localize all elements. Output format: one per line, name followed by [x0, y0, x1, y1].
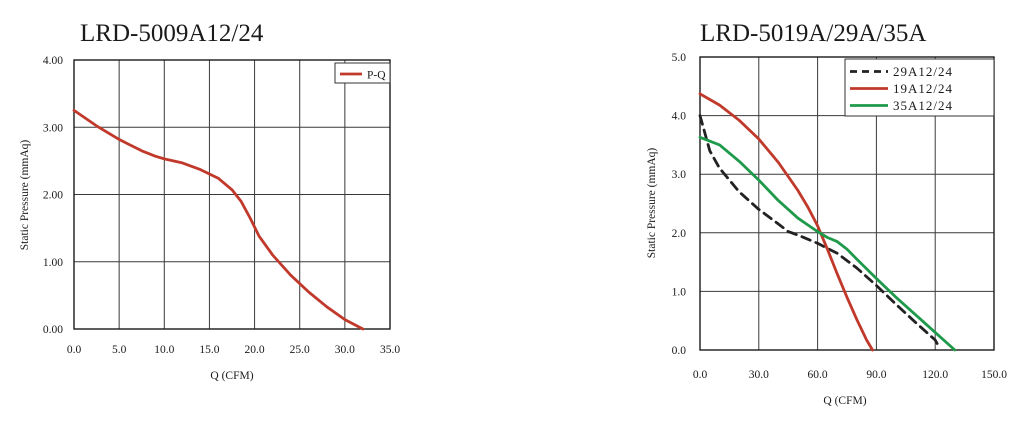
x-tick-label: 30.0	[335, 344, 355, 356]
plot-frame	[73, 59, 391, 330]
chart-lrd-5019a: LRD-5019A/29A/35A 0.0 30.0 60.0 90.0 120.0 15…	[646, 20, 1007, 407]
x-axis-label: Q (CFM)	[823, 395, 866, 407]
x-tick-label: 15.0	[199, 344, 219, 356]
legend-label: 29A12/24	[893, 64, 953, 79]
x-tick-label: 10.0	[154, 344, 174, 356]
legend-label: P-Q	[367, 70, 386, 82]
series-layer	[698, 92, 957, 352]
legend-label: 19A12/24	[893, 81, 953, 96]
legend: P-Q	[334, 62, 391, 84]
y-axis-label: Static Pressure (mmAq)	[19, 140, 31, 251]
legend-box	[334, 62, 391, 84]
legend-label: 35A12/24	[893, 98, 953, 113]
chart-title: LRD-5009A12/24	[80, 20, 264, 47]
y-tick-label: 1.00	[43, 257, 63, 269]
series-line-29a12-24	[698, 114, 941, 349]
y-tick-label: 0.0	[672, 345, 687, 357]
y-tick-label: 4.0	[672, 111, 687, 123]
x-tick-label: 0.0	[693, 369, 708, 381]
y-axis-label: Static Pressure (mmAq)	[646, 148, 658, 259]
series-layer	[72, 109, 365, 331]
y-tick-label: 3.00	[43, 122, 63, 134]
x-tick-label: 20.0	[245, 344, 265, 356]
x-tick-label: 150.0	[981, 369, 1007, 381]
x-tick-label: 5.0	[112, 344, 127, 356]
series-line-19a12-24	[698, 92, 874, 352]
series-line-35a12-24	[698, 135, 957, 352]
series-line-p-q	[72, 109, 365, 331]
x-tick-label: 25.0	[290, 344, 310, 356]
y-tick-label: 2.00	[43, 190, 63, 202]
x-tick-labels: 0.0 30.0 60.0 90.0 120.0 150.0	[693, 369, 1007, 381]
x-tick-label: 60.0	[808, 369, 828, 381]
x-tick-label: 0.0	[67, 344, 82, 356]
grid	[73, 59, 391, 330]
chart-lrd-5009a: LRD-5009A12/24 0.0 5.0 10.0 15.0 20.0 25.0 30.…	[19, 20, 400, 382]
y-tick-label: 2.0	[672, 228, 687, 240]
y-tick-label: 1.0	[672, 286, 687, 298]
y-tick-label: 0.00	[43, 324, 63, 336]
x-tick-label: 120.0	[922, 369, 948, 381]
x-tick-label: 35.0	[380, 344, 400, 356]
y-tick-labels: 0.0 1.0 2.0 3.0 4.0 5.0	[672, 52, 687, 357]
y-tick-label: 5.0	[672, 52, 687, 64]
legend: 29A12/24 19A12/24 35A12/24	[844, 58, 995, 117]
y-tick-labels: 0.00 1.00 2.00 3.00 4.00	[43, 55, 63, 336]
x-tick-label: 30.0	[749, 369, 769, 381]
chart-title: LRD-5019A/29A/35A	[700, 20, 926, 47]
y-tick-label: 3.0	[672, 169, 687, 181]
plot-frame	[699, 56, 995, 351]
x-axis-label: Q (CFM)	[210, 370, 253, 382]
x-tick-labels: 0.0 5.0 10.0 15.0 20.0 25.0 30.0 35.0	[67, 344, 401, 356]
x-tick-label: 90.0	[866, 369, 886, 381]
y-tick-label: 4.00	[43, 55, 63, 67]
